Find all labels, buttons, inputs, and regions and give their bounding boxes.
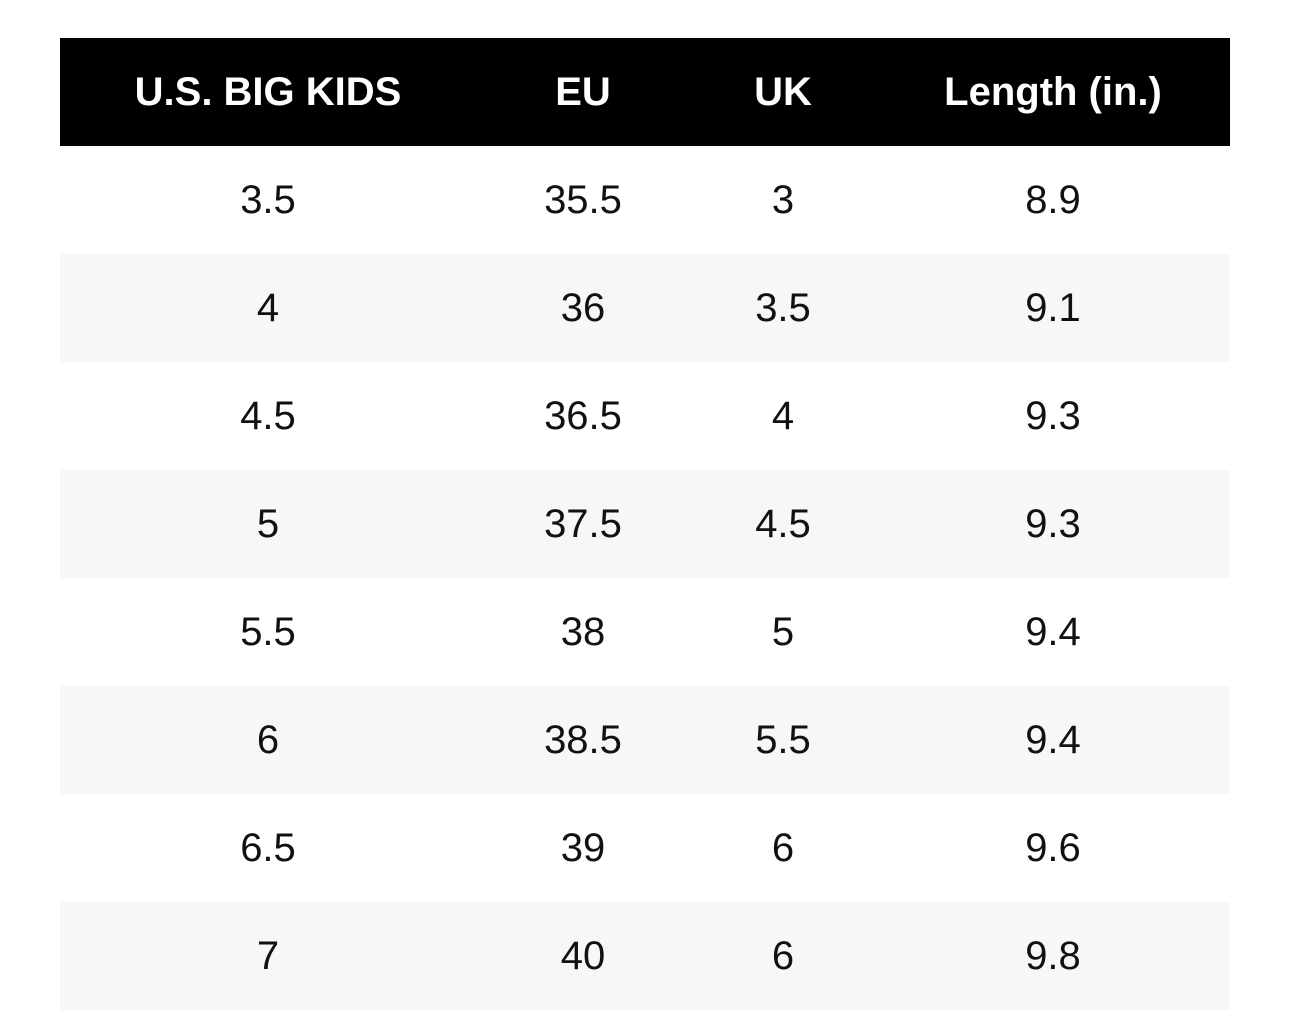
table-row: 4.5 36.5 4 9.3 [60,362,1230,470]
table-cell: 3 [771,177,795,222]
table-cell: 9.4 [1025,717,1081,762]
table-cell: 35.5 [544,177,622,222]
table-cell: 5 [771,609,795,654]
table-row: 5.5 38 5 9.4 [60,578,1230,686]
table-cell: 4 [256,285,280,330]
table-cell: 9.3 [1025,393,1081,438]
table-row: 4 36 3.5 9.1 [60,254,1230,362]
table-cell: 9.8 [1025,933,1081,978]
table-cell: 9.4 [1025,609,1081,654]
table-cell: 4.5 [755,501,811,546]
table-cell: 4 [771,393,795,438]
header-cell: Length (in.) [944,69,1162,114]
table-cell: 6 [771,825,795,870]
header-row: U.S. BIG KIDS EU UK Length (in.) [60,38,1230,146]
table-row: 5 37.5 4.5 9.3 [60,470,1230,578]
table-cell: 5.5 [240,609,296,654]
table-cell: 36 [560,285,606,330]
header-cell: UK [754,69,812,114]
table-cell: 6.5 [240,825,296,870]
table-row: 6.5 39 6 9.6 [60,794,1230,902]
table-cell: 6 [256,717,280,762]
table-cell: 38.5 [544,717,622,762]
table-cell: 6 [771,933,795,978]
header-cell: U.S. BIG KIDS [134,69,402,114]
table-cell: 5.5 [755,717,811,762]
table-cell: 9.6 [1025,825,1081,870]
table-cell: 40 [560,933,606,978]
table-cell: 9.3 [1025,501,1081,546]
table-row: 3.5 35.5 3 8.9 [60,146,1230,254]
table-row: 7 40 6 9.8 [60,902,1230,1010]
table-cell: 4.5 [240,393,296,438]
table-cell: 38 [560,609,606,654]
header-cell: EU [555,69,611,114]
table-cell: 7 [256,933,280,978]
table-cell: 36.5 [544,393,622,438]
table-cell: 3.5 [240,177,296,222]
size-table: U.S. BIG KIDS EU UK Length (in.) 3.5 35.5 3 8.9… [60,38,1230,1010]
table-cell: 5 [256,501,280,546]
table-cell: 39 [560,825,606,870]
table-cell: 8.9 [1025,177,1081,222]
table-cell: 37.5 [544,501,622,546]
table-cell: 3.5 [755,285,811,330]
table-row: 6 38.5 5.5 9.4 [60,686,1230,794]
table-cell: 9.1 [1025,285,1081,330]
